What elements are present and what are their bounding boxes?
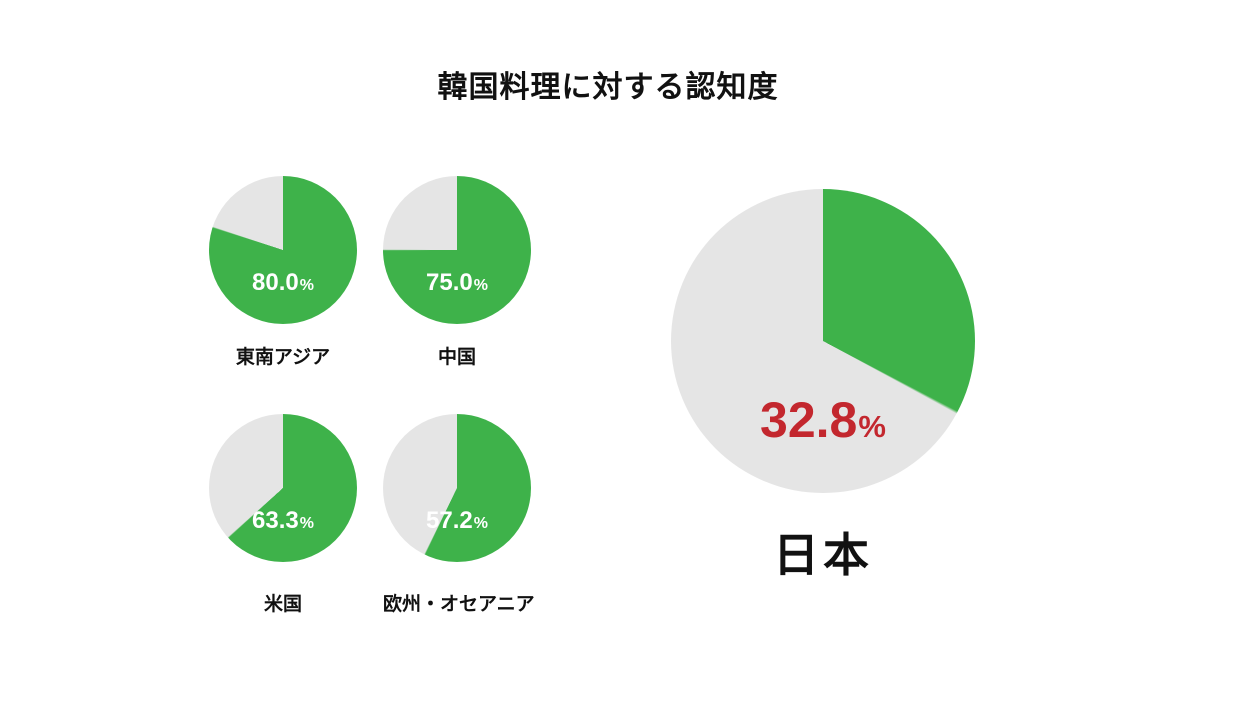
value-label-china: 75.0%: [383, 271, 531, 295]
pie-group-japan: 32.8% 日本: [671, 189, 975, 581]
pie-chart-usa: 63.3%: [209, 414, 357, 562]
pie-chart-europe-oceania: 57.2%: [383, 414, 531, 562]
percent-sign: %: [858, 409, 886, 444]
percent-sign: %: [299, 515, 314, 532]
value-label-usa: 63.3%: [209, 509, 357, 533]
pie-group-europe-oceania: 57.2% 欧州・オセアニア: [383, 414, 535, 615]
value-number: 57.2: [426, 507, 473, 534]
value-label-japan: 32.8%: [671, 395, 975, 445]
value-label-southeast-asia: 80.0%: [209, 271, 357, 295]
percent-sign: %: [473, 515, 488, 532]
value-number: 63.3: [252, 507, 299, 534]
pie-group-usa: 63.3% 米国: [209, 414, 357, 615]
region-label-china: 中国: [437, 347, 476, 368]
pie-chart-china: 75.0%: [383, 176, 531, 324]
percent-sign: %: [473, 277, 488, 294]
region-label-southeast-asia: 東南アジア: [235, 347, 331, 368]
chart-title: 韓国料理に対する認知度: [437, 71, 779, 104]
region-label-usa: 米国: [263, 594, 302, 615]
percent-sign: %: [299, 277, 314, 294]
region-label-japan: 日本: [773, 529, 873, 581]
value-label-europe-oceania: 57.2%: [383, 509, 531, 533]
value-number: 32.8: [760, 392, 858, 448]
pie-group-china: 75.0% 中国: [383, 176, 531, 368]
value-number: 75.0: [426, 269, 473, 296]
pie-chart-japan: 32.8%: [671, 189, 975, 493]
pie-chart-southeast-asia: 80.0%: [209, 176, 357, 324]
value-number: 80.0: [252, 269, 299, 296]
region-label-europe-oceania: 欧州・オセアニア: [383, 594, 535, 615]
pie-group-southeast-asia: 80.0% 東南アジア: [209, 176, 357, 368]
